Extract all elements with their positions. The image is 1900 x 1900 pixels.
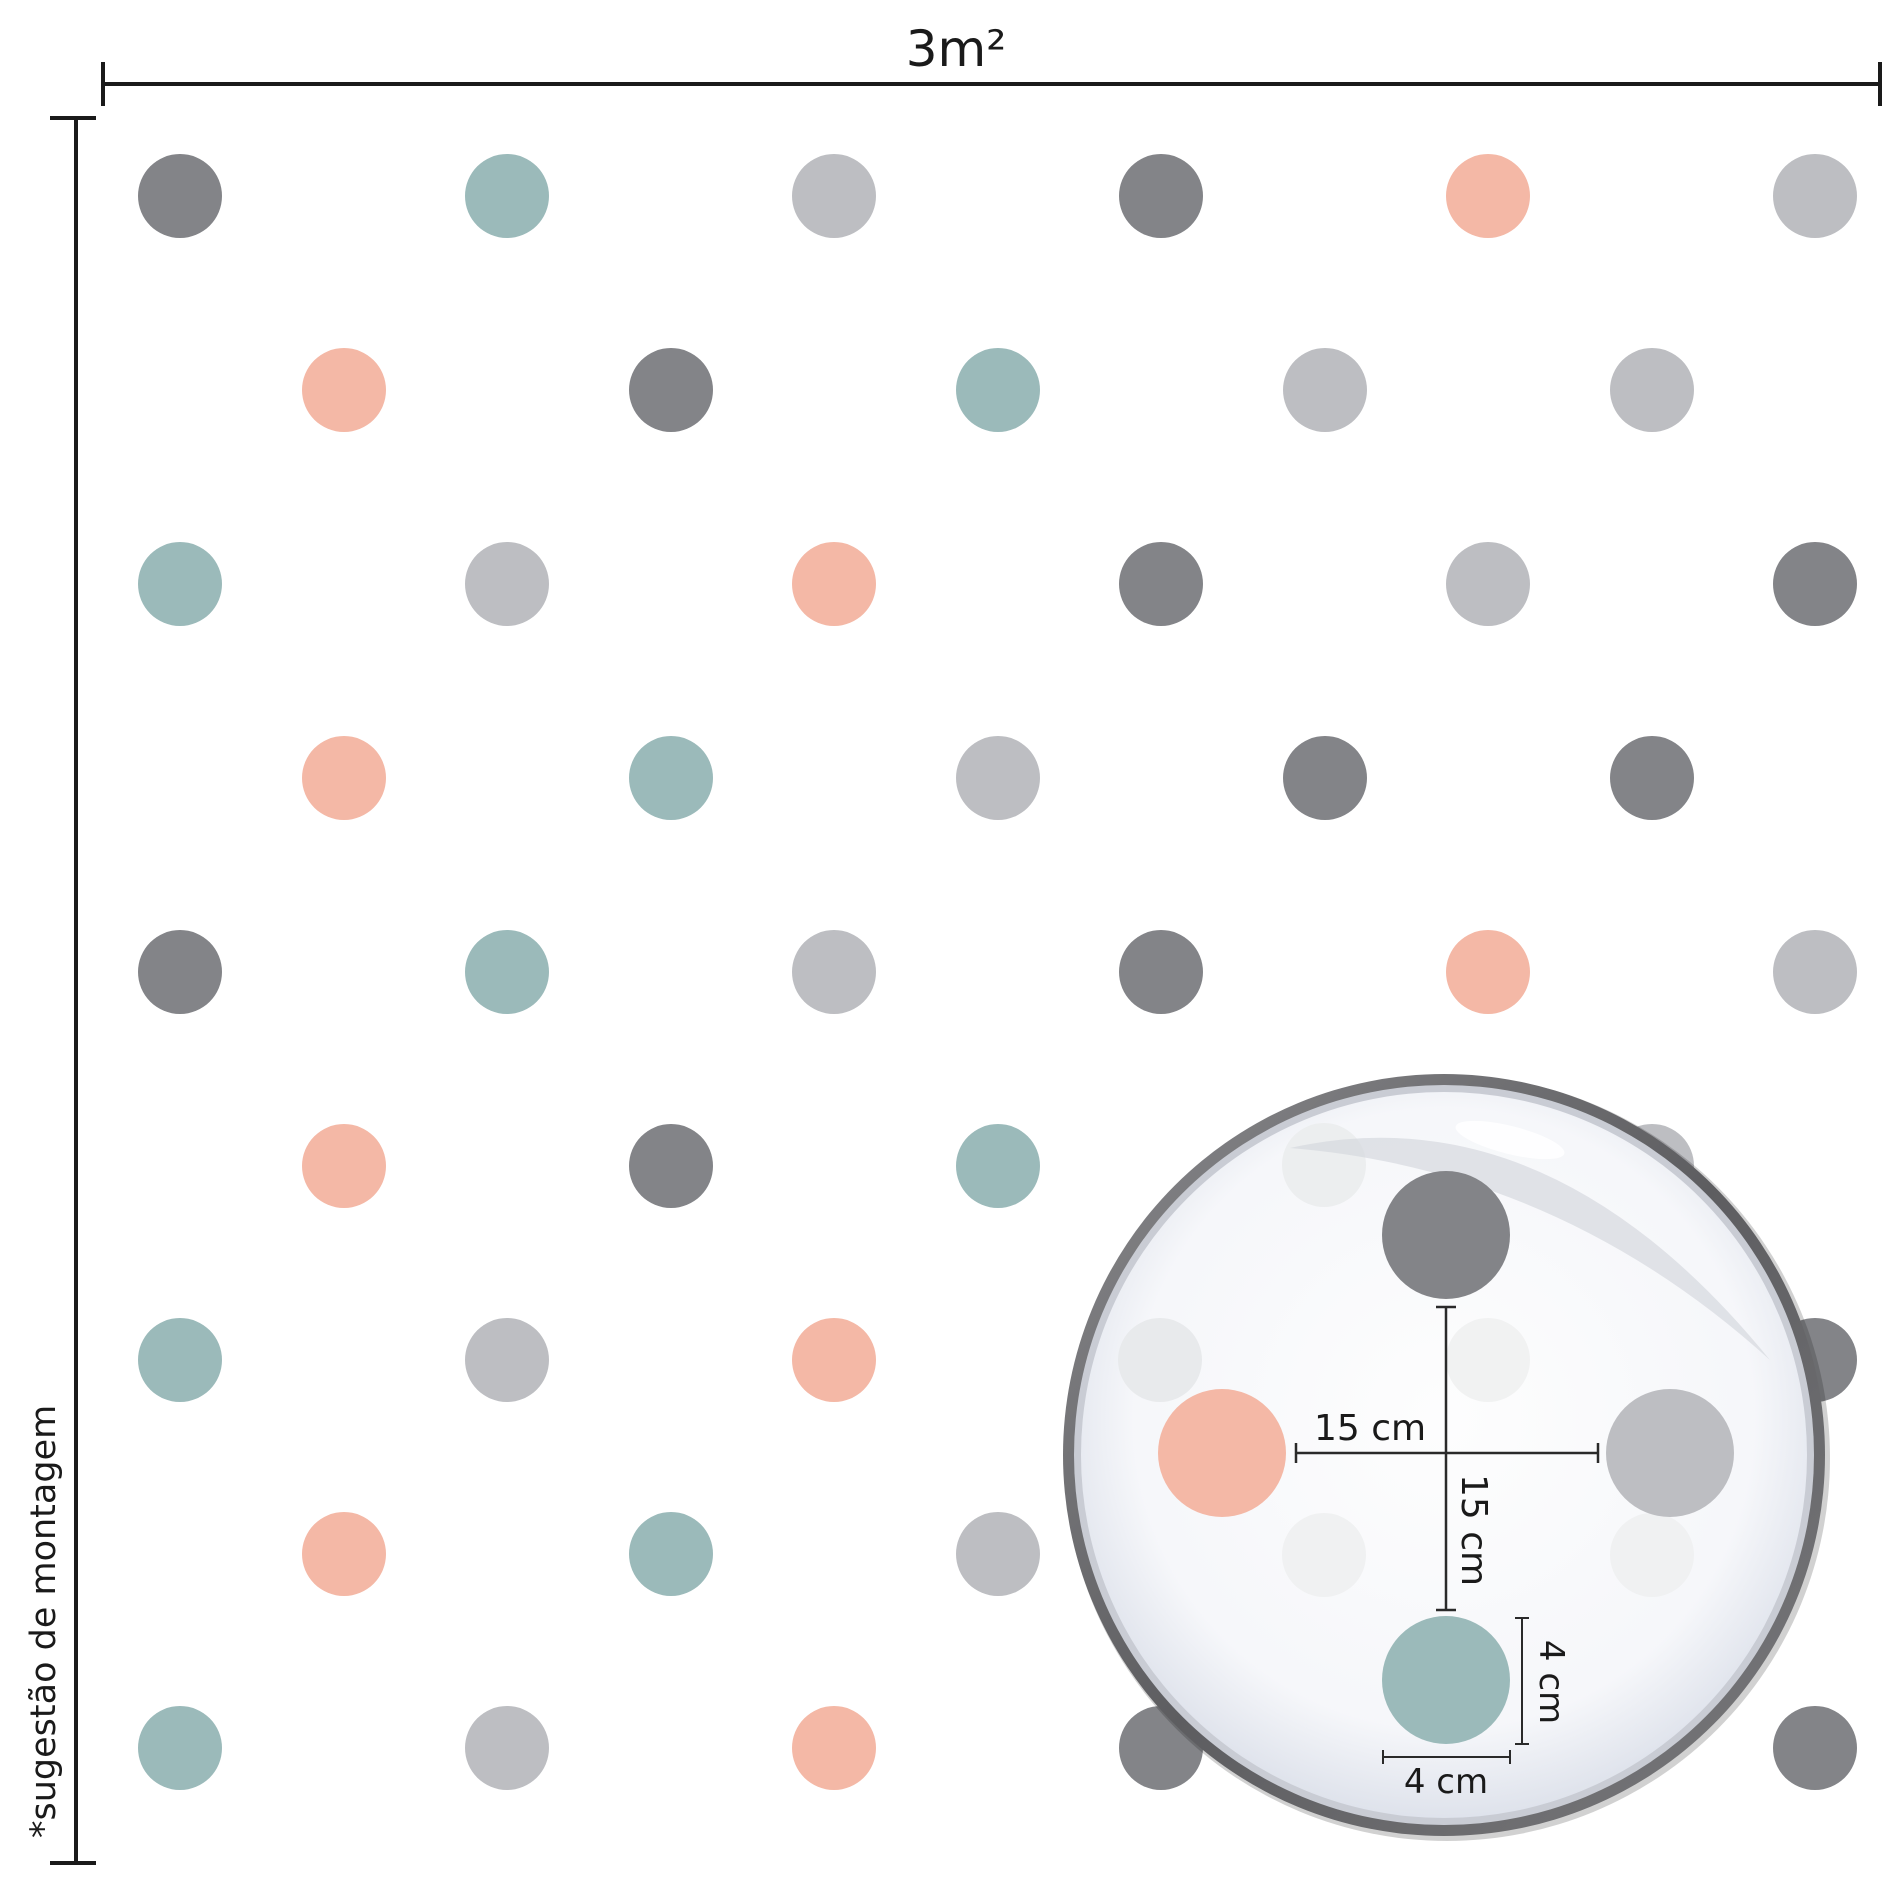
faint-dot bbox=[1610, 1513, 1694, 1597]
height-dimension: *sugestão de montagem bbox=[24, 116, 96, 1865]
pattern-dot bbox=[465, 542, 549, 626]
pattern-dot bbox=[302, 1124, 386, 1208]
faint-dot bbox=[1446, 1318, 1530, 1402]
pattern-dot bbox=[956, 348, 1040, 432]
spacing-vertical-label: 15 cm bbox=[1453, 1474, 1494, 1586]
pattern-dot bbox=[629, 348, 713, 432]
spacing-vertical-line bbox=[1436, 1305, 1456, 1612]
pattern-dot bbox=[1610, 348, 1694, 432]
pattern-dot bbox=[465, 930, 549, 1014]
pattern-dot bbox=[1119, 542, 1203, 626]
pattern-dot bbox=[138, 1706, 222, 1790]
pattern-dot bbox=[1446, 930, 1530, 1014]
mounting-suggestion-label: *sugestão de montagem bbox=[24, 1405, 64, 1838]
faint-dot bbox=[1282, 1513, 1366, 1597]
pattern-dot bbox=[792, 1706, 876, 1790]
pattern-dot bbox=[792, 542, 876, 626]
lens-glass bbox=[1081, 1092, 1807, 1818]
pattern-dot bbox=[1773, 1706, 1857, 1790]
pattern-dot bbox=[1773, 930, 1857, 1014]
dot-width-dimension bbox=[1382, 1750, 1511, 1764]
pattern-dot bbox=[629, 736, 713, 820]
pattern-dot bbox=[629, 1124, 713, 1208]
pattern-dot bbox=[138, 154, 222, 238]
magnified-dot-left bbox=[1158, 1389, 1286, 1517]
pattern-dot bbox=[1773, 542, 1857, 626]
magnifier-lens: 15 cm 15 cm 4 cm 4 cm bbox=[1063, 1074, 1830, 1841]
lens-glare bbox=[1290, 1137, 1770, 1360]
magnified-dot-right bbox=[1606, 1389, 1734, 1517]
pattern-dot bbox=[1119, 930, 1203, 1014]
pattern-dot bbox=[465, 154, 549, 238]
pattern-dot bbox=[302, 1512, 386, 1596]
faint-dot bbox=[1282, 1123, 1366, 1207]
pattern-dot bbox=[956, 1512, 1040, 1596]
pattern-dot bbox=[1283, 736, 1367, 820]
pattern-dot bbox=[138, 1318, 222, 1402]
pattern-dot bbox=[792, 154, 876, 238]
pattern-dot bbox=[1283, 348, 1367, 432]
pattern-dot bbox=[302, 736, 386, 820]
pattern-dot bbox=[1773, 154, 1857, 238]
dot-width-label: 4 cm bbox=[1404, 1762, 1488, 1802]
pattern-dot bbox=[465, 1318, 549, 1402]
pattern-dot bbox=[792, 930, 876, 1014]
pattern-dot bbox=[629, 1512, 713, 1596]
pattern-dot bbox=[792, 1318, 876, 1402]
pattern-dot bbox=[1446, 154, 1530, 238]
pattern-dot bbox=[138, 930, 222, 1014]
pattern-dot bbox=[956, 1124, 1040, 1208]
pattern-dot bbox=[1119, 154, 1203, 238]
dot-pattern bbox=[138, 154, 1857, 1790]
width-dimension: 3m² bbox=[101, 20, 1882, 106]
pattern-dot bbox=[138, 542, 222, 626]
pattern-dot bbox=[1446, 542, 1530, 626]
pattern-dot bbox=[1610, 736, 1694, 820]
pattern-dot bbox=[302, 348, 386, 432]
dot-height-dimension bbox=[1515, 1617, 1529, 1745]
pattern-dot bbox=[956, 736, 1040, 820]
spacing-horizontal-line bbox=[1294, 1443, 1600, 1463]
lens-highlight bbox=[1455, 1120, 1565, 1160]
dot-height-label: 4 cm bbox=[1531, 1640, 1571, 1724]
magnified-dot-bottom bbox=[1382, 1616, 1510, 1744]
pattern-dot bbox=[465, 1706, 549, 1790]
faint-dot bbox=[1118, 1318, 1202, 1402]
width-label: 3m² bbox=[906, 20, 1007, 78]
magnified-dot-top bbox=[1382, 1171, 1510, 1299]
spacing-horizontal-label: 15 cm bbox=[1314, 1408, 1426, 1449]
